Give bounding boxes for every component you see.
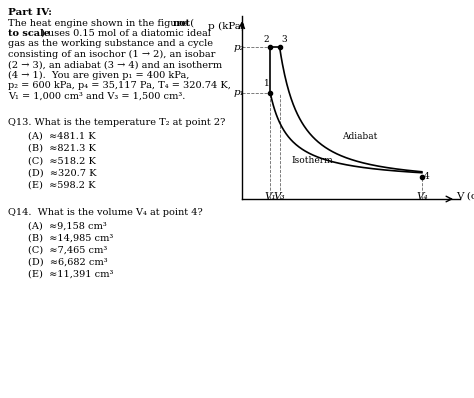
Text: 2: 2 — [264, 35, 269, 44]
Text: (C)  ≈518.2 K: (C) ≈518.2 K — [28, 156, 96, 165]
Text: 4: 4 — [424, 172, 429, 181]
Text: 1: 1 — [264, 79, 269, 88]
Text: consisting of an isochor (1 → 2), an isobar: consisting of an isochor (1 → 2), an iso… — [8, 50, 215, 59]
Text: (C)  ≈7,465 cm³: (C) ≈7,465 cm³ — [28, 246, 107, 255]
Text: The heat engine shown in the figure (: The heat engine shown in the figure ( — [8, 18, 194, 27]
Text: (E)  ≈11,391 cm³: (E) ≈11,391 cm³ — [28, 270, 113, 279]
Text: V₄: V₄ — [416, 192, 428, 201]
Text: p₂ = 600 kPa, p₄ = 35,117 Pa, T₄ = 320.74 K,: p₂ = 600 kPa, p₄ = 35,117 Pa, T₄ = 320.7… — [8, 82, 231, 90]
Text: V₁ = 1,000 cm³ and V₃ = 1,500 cm³.: V₁ = 1,000 cm³ and V₃ = 1,500 cm³. — [8, 92, 185, 101]
Text: (A)  ≈9,158 cm³: (A) ≈9,158 cm³ — [28, 222, 107, 231]
Text: 3: 3 — [282, 35, 287, 44]
Text: (4 → 1).  You are given p₁ = 400 kPa,: (4 → 1). You are given p₁ = 400 kPa, — [8, 71, 190, 80]
Text: (B)  ≈821.3 K: (B) ≈821.3 K — [28, 144, 96, 153]
Text: V (cm³): V (cm³) — [456, 192, 474, 201]
Text: (A)  ≈481.1 K: (A) ≈481.1 K — [28, 132, 96, 141]
Text: V₃: V₃ — [274, 192, 285, 201]
Text: gas as the working substance and a cycle: gas as the working substance and a cycle — [8, 39, 213, 49]
Text: Part IV:: Part IV: — [8, 8, 52, 17]
Text: Adiabat: Adiabat — [342, 133, 378, 141]
Text: to scale: to scale — [8, 29, 50, 38]
Text: (2 → 3), an adiabat (3 → 4) and an isotherm: (2 → 3), an adiabat (3 → 4) and an isoth… — [8, 60, 222, 70]
Text: p₂: p₂ — [234, 43, 245, 52]
Text: (E)  ≈598.2 K: (E) ≈598.2 K — [28, 180, 95, 189]
Text: Q14.  What is the volume V₄ at point 4?: Q14. What is the volume V₄ at point 4? — [8, 208, 203, 217]
Text: p₁: p₁ — [234, 88, 245, 97]
Text: not: not — [173, 18, 191, 27]
Text: V₁: V₁ — [264, 192, 276, 201]
Text: (B)  ≈14,985 cm³: (B) ≈14,985 cm³ — [28, 234, 113, 243]
Text: Q13. What is the temperature T₂ at point 2?: Q13. What is the temperature T₂ at point… — [8, 118, 225, 127]
Text: (D)  ≈320.7 K: (D) ≈320.7 K — [28, 168, 97, 177]
Text: p (kPa): p (kPa) — [208, 22, 245, 31]
Text: (D)  ≈6,682 cm³: (D) ≈6,682 cm³ — [28, 258, 108, 267]
Text: ) uses 0.15 mol of a diatomic ideal: ) uses 0.15 mol of a diatomic ideal — [41, 29, 211, 38]
Text: Isotherm: Isotherm — [291, 156, 333, 165]
